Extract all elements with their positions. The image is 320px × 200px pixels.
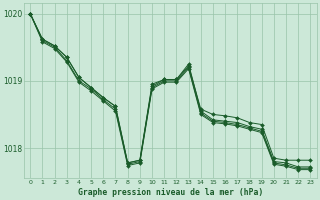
- X-axis label: Graphe pression niveau de la mer (hPa): Graphe pression niveau de la mer (hPa): [78, 188, 263, 197]
